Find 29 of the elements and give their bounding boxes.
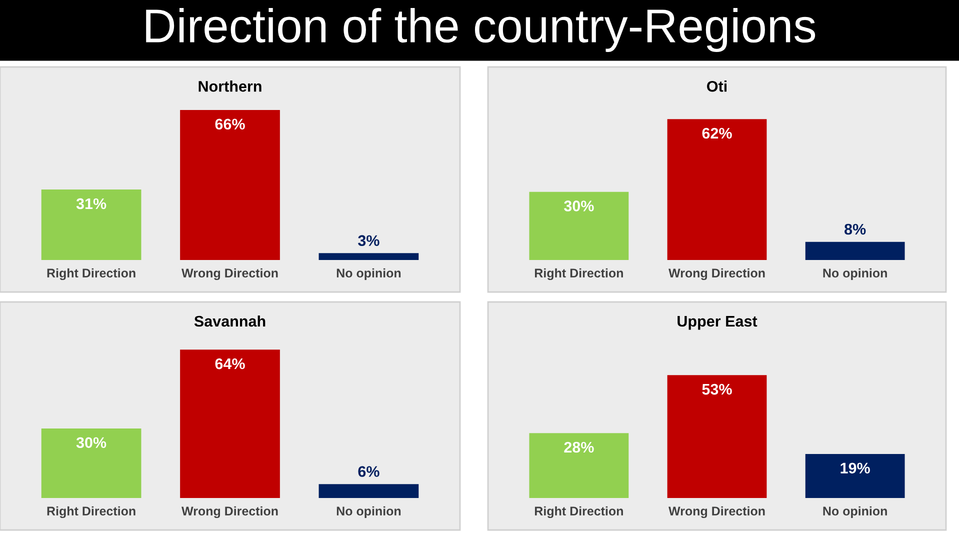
x-tick-label: Right Direction bbox=[534, 268, 623, 280]
x-tick-label: No opinion bbox=[823, 268, 887, 280]
data-label: 64% bbox=[215, 358, 245, 370]
data-label: 30% bbox=[564, 200, 594, 212]
x-tick-label: No opinion bbox=[336, 268, 401, 280]
x-tick-label: Wrong Direction bbox=[668, 268, 765, 280]
x-tick-label: Wrong Direction bbox=[182, 268, 278, 280]
chart-title: Upper East bbox=[678, 316, 758, 330]
data-label: 28% bbox=[564, 442, 594, 453]
x-tick-label: Right Direction bbox=[47, 506, 136, 518]
data-label: 30% bbox=[76, 437, 106, 448]
x-tick-label: No opinion bbox=[823, 506, 887, 518]
data-label: 3% bbox=[358, 235, 380, 246]
x-tick-label: Right Direction bbox=[534, 506, 623, 518]
data-label: 6% bbox=[358, 466, 380, 477]
data-label: 66% bbox=[215, 118, 245, 130]
x-tick-label: Wrong Direction bbox=[668, 506, 765, 518]
data-label: 19% bbox=[840, 462, 870, 474]
text: Direction of the country-Regions bbox=[146, 8, 816, 52]
x-tick-label: No opinion bbox=[336, 506, 401, 518]
chart-title: Savannah bbox=[194, 315, 266, 327]
chart-title: Northern bbox=[198, 80, 262, 92]
x-tick-label: Wrong Direction bbox=[182, 506, 278, 518]
data-label: 8% bbox=[844, 224, 866, 235]
x-tick-label: Right Direction bbox=[47, 268, 136, 280]
data-label: 53% bbox=[702, 384, 732, 395]
data-label: 31% bbox=[76, 198, 106, 210]
data-label: 62% bbox=[702, 128, 732, 139]
chart-title: Oti bbox=[707, 80, 727, 92]
